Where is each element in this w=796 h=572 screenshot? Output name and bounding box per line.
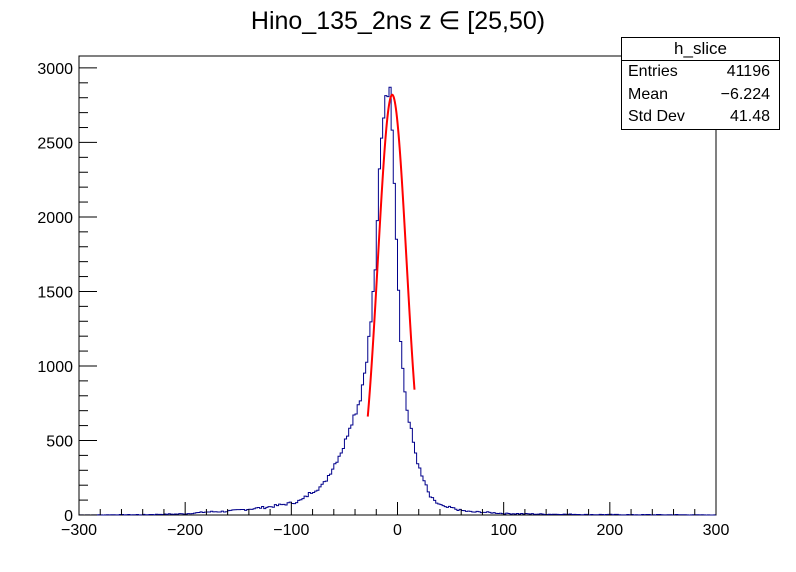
- fit-curve: [366, 93, 416, 417]
- x-tick-label: 100: [490, 522, 517, 539]
- stats-entries-value: 41196: [726, 63, 770, 80]
- x-tick-label: 200: [596, 522, 623, 539]
- y-tick-label: 1500: [37, 284, 73, 301]
- x-tick-label: 300: [703, 522, 730, 539]
- x-tick-label: 0: [393, 522, 402, 539]
- stats-mean-row: Mean −6.224: [622, 84, 779, 107]
- histogram-series: [78, 86, 717, 516]
- y-tick-label: 2000: [37, 210, 73, 227]
- stats-std-label: Std Dev: [628, 108, 685, 125]
- stats-std-row: Std Dev 41.48: [622, 106, 779, 129]
- stats-mean-label: Mean: [628, 85, 669, 103]
- y-tick-label: 0: [64, 508, 73, 525]
- chart-title: Hino_135_2ns z ∈ [25,50): [250, 7, 546, 35]
- stats-entries-row: Entries 41196: [622, 61, 779, 84]
- stats-std-value: 41.48: [729, 108, 770, 125]
- y-tick-label: 500: [46, 433, 73, 450]
- stats-box: h_slice Entries 41196 Mean −6.224 Std De…: [621, 37, 780, 130]
- y-tick-label: 1000: [37, 359, 73, 376]
- x-tick-label: −300: [61, 522, 97, 539]
- stats-entries-label: Entries: [628, 63, 678, 80]
- stats-title: h_slice: [622, 38, 779, 61]
- x-tick-label: −100: [273, 522, 309, 539]
- y-tick-label: 3000: [37, 61, 73, 78]
- stats-mean-value: −6.224: [720, 85, 770, 103]
- y-tick-label: 2500: [37, 135, 73, 152]
- x-tick-label: −200: [167, 522, 203, 539]
